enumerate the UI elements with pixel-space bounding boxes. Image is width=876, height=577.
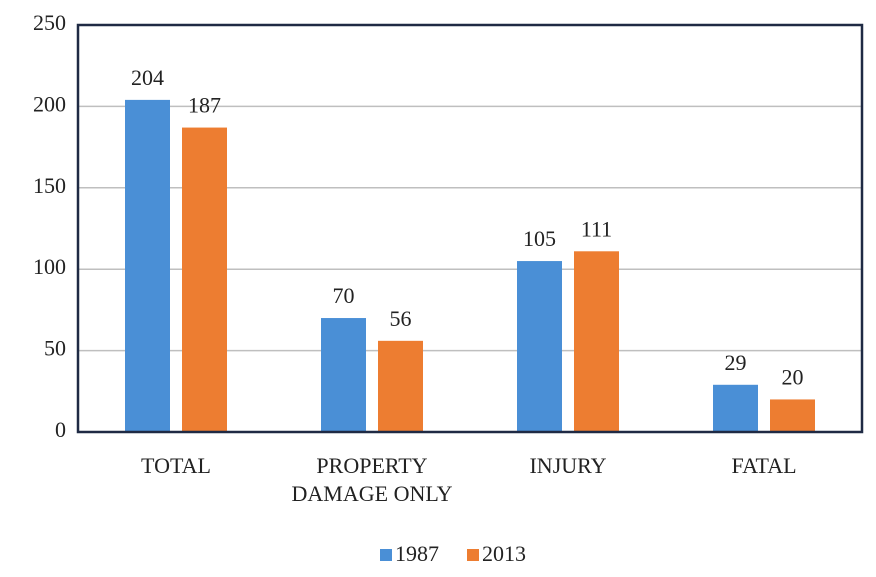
bar xyxy=(378,340,423,432)
data-label: 204 xyxy=(131,65,164,90)
bar xyxy=(517,261,562,432)
y-tick-label: 50 xyxy=(44,336,66,361)
bar xyxy=(125,99,170,432)
bar xyxy=(321,318,366,432)
legend-swatch xyxy=(380,549,392,561)
bar xyxy=(574,251,619,432)
x-tick-label: PROPERTY DAMAGE ONLY xyxy=(291,453,453,506)
x-tick-label: FATAL xyxy=(731,453,797,478)
bar xyxy=(182,127,227,433)
legend-label: 2013 xyxy=(482,541,526,566)
data-label: 29 xyxy=(725,350,747,375)
legend-label: 1987 xyxy=(395,541,439,566)
data-label: 105 xyxy=(523,226,556,251)
x-tick-label: INJURY xyxy=(529,453,607,478)
legend-swatch xyxy=(467,549,479,561)
y-tick-label: 100 xyxy=(33,254,66,279)
plot-border xyxy=(76,23,864,434)
y-tick-label: 200 xyxy=(33,91,66,116)
data-label: 187 xyxy=(188,93,221,118)
data-label: 20 xyxy=(782,364,804,389)
data-label: 111 xyxy=(581,216,612,241)
data-label: 70 xyxy=(333,283,355,308)
y-tick-label: 0 xyxy=(55,417,66,442)
y-tick-label: 150 xyxy=(33,173,66,198)
bar xyxy=(713,384,758,432)
y-tick-label: 250 xyxy=(33,10,66,35)
data-label: 56 xyxy=(390,306,412,331)
x-tick-label: TOTAL xyxy=(141,453,211,478)
bar xyxy=(770,399,815,432)
